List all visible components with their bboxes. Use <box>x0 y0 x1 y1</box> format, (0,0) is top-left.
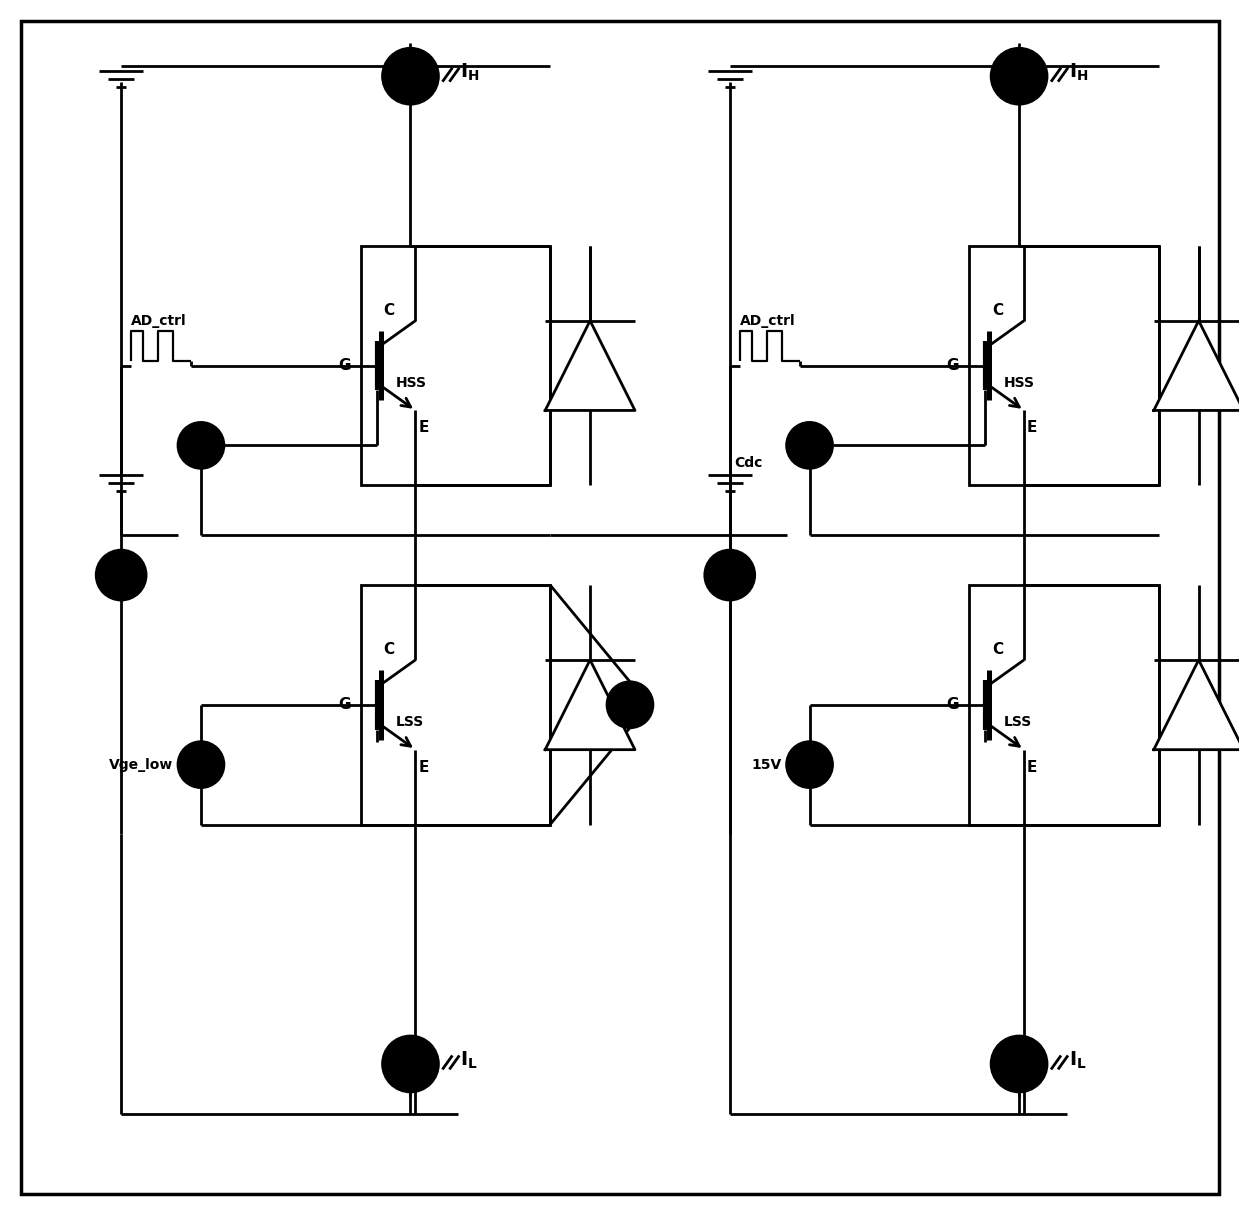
Text: E: E <box>418 420 429 435</box>
Text: Cdc: Cdc <box>735 457 763 470</box>
Text: C: C <box>383 643 394 657</box>
Text: LSS: LSS <box>396 714 424 729</box>
Text: E: E <box>1027 759 1038 775</box>
Text: G: G <box>946 697 960 712</box>
Circle shape <box>786 741 832 787</box>
Text: AD_ctrl: AD_ctrl <box>740 313 795 328</box>
Polygon shape <box>1153 660 1240 750</box>
Circle shape <box>608 682 653 728</box>
Bar <box>361 245 551 485</box>
Text: C: C <box>383 304 394 318</box>
Text: +: + <box>802 750 816 767</box>
Bar <box>970 245 1158 485</box>
Text: LSS: LSS <box>1004 714 1033 729</box>
Circle shape <box>97 550 146 600</box>
Text: $\mathbf{I_H}$: $\mathbf{I_H}$ <box>1069 62 1089 83</box>
Circle shape <box>704 550 755 600</box>
Text: $\mathbf{I_H}$: $\mathbf{I_H}$ <box>460 62 480 83</box>
Text: E: E <box>418 759 429 775</box>
Polygon shape <box>546 660 635 750</box>
Text: C: C <box>992 643 1003 657</box>
Text: +: + <box>193 750 208 767</box>
Text: C: C <box>992 304 1003 318</box>
Text: G: G <box>339 358 351 373</box>
Text: V: V <box>195 437 207 453</box>
Circle shape <box>383 49 439 104</box>
Text: −: − <box>802 763 817 780</box>
Text: V: V <box>804 437 816 453</box>
Circle shape <box>383 1036 439 1092</box>
Text: G: G <box>339 697 351 712</box>
Text: G: G <box>946 358 960 373</box>
Text: V: V <box>624 697 636 712</box>
Bar <box>970 586 1158 825</box>
Text: $\mathbf{I_L}$: $\mathbf{I_L}$ <box>460 1050 479 1070</box>
Circle shape <box>179 741 224 787</box>
Text: Vge_low: Vge_low <box>109 758 174 772</box>
Circle shape <box>991 1036 1047 1092</box>
Polygon shape <box>546 321 635 411</box>
Circle shape <box>786 423 832 468</box>
Circle shape <box>991 49 1047 104</box>
Bar <box>361 586 551 825</box>
Text: HSS: HSS <box>1004 375 1035 390</box>
Text: E: E <box>1027 420 1038 435</box>
Text: 15V: 15V <box>751 758 781 772</box>
Text: HSS: HSS <box>396 375 427 390</box>
Circle shape <box>179 423 224 468</box>
Text: AD_ctrl: AD_ctrl <box>131 313 187 328</box>
Text: −: − <box>193 763 208 780</box>
Polygon shape <box>1153 321 1240 411</box>
Text: $\mathbf{I_L}$: $\mathbf{I_L}$ <box>1069 1050 1086 1070</box>
